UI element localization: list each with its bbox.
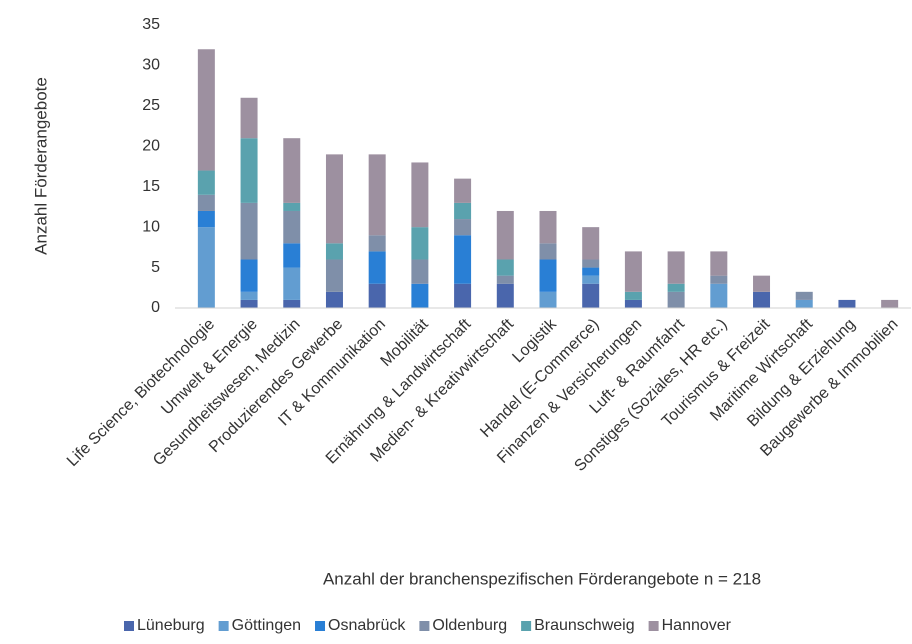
bar-segment xyxy=(283,299,301,308)
bar-segment xyxy=(582,283,600,308)
bar-segment xyxy=(667,291,685,308)
bar-segment xyxy=(240,97,258,139)
bar-segment xyxy=(411,283,429,308)
bar-segment xyxy=(240,291,258,300)
legend-label: Hannover xyxy=(662,617,732,634)
bar-segment xyxy=(496,283,514,308)
y-tick-label: 0 xyxy=(151,299,160,316)
bar-segment xyxy=(283,202,301,211)
bar-segment xyxy=(753,275,771,292)
legend-label: Osnabrück xyxy=(328,617,406,634)
bar-segment xyxy=(240,138,258,203)
bar-segment xyxy=(667,251,685,284)
bar-segment xyxy=(411,227,429,260)
legend-swatch xyxy=(315,621,326,631)
bar-segment xyxy=(197,227,215,308)
legend-swatch xyxy=(419,621,430,631)
bar-segment xyxy=(454,202,472,220)
bar-segment xyxy=(795,291,813,300)
legend-swatch xyxy=(521,621,532,631)
legend-swatch xyxy=(648,621,659,631)
bar-segment xyxy=(710,275,728,284)
bar-segment xyxy=(283,267,301,300)
bar-segment xyxy=(624,291,642,300)
bar-segment xyxy=(582,227,600,260)
bar-segment xyxy=(496,275,514,284)
legend-label: Braunschweig xyxy=(534,617,635,634)
bar-segment xyxy=(240,299,258,308)
bar-segment xyxy=(368,251,386,284)
y-tick-label: 25 xyxy=(142,97,160,114)
bar-segment xyxy=(283,210,301,244)
bar-segment xyxy=(582,275,600,284)
bar-segment xyxy=(325,154,343,244)
legend-label: Oldenburg xyxy=(432,617,507,634)
y-tick-label: 15 xyxy=(142,178,160,195)
bar-segment xyxy=(582,267,600,276)
bar-segment xyxy=(368,283,386,308)
bar-segment xyxy=(283,138,301,203)
bar-segment xyxy=(454,283,472,308)
y-tick-label: 30 xyxy=(142,57,160,74)
y-tick-label: 20 xyxy=(142,138,160,155)
bar-segment xyxy=(411,162,429,228)
bar-segment xyxy=(582,259,600,268)
bar-segment xyxy=(197,210,215,228)
y-tick-label: 10 xyxy=(142,218,160,235)
bar-segment xyxy=(539,243,557,260)
bar-segment xyxy=(838,299,856,308)
bar-segment xyxy=(283,243,301,268)
bar-segment xyxy=(795,299,813,308)
bar-segment xyxy=(368,154,386,236)
legend-swatch xyxy=(124,621,134,631)
bar-segment xyxy=(240,202,258,260)
x-axis-title: Anzahl der branchenspezifischen Förderan… xyxy=(323,569,761,588)
bar-segment xyxy=(325,259,343,292)
bar-segment xyxy=(624,251,642,292)
y-tick-label: 35 xyxy=(142,16,160,33)
legend-label: Lüneburg xyxy=(137,617,205,634)
bar-segment xyxy=(496,210,514,260)
bar-segment xyxy=(496,259,514,276)
bar-segment xyxy=(624,299,642,308)
bar-segment xyxy=(710,283,728,308)
y-tick-label: 5 xyxy=(151,259,160,276)
bar-segment xyxy=(539,259,557,292)
bar-segment xyxy=(411,259,429,284)
bar-segment xyxy=(539,291,557,308)
bar-segment xyxy=(667,283,685,292)
bar-segment xyxy=(753,291,771,308)
bar-segment xyxy=(368,235,386,252)
bar-segment xyxy=(197,49,215,171)
legend-swatch xyxy=(218,621,229,631)
bar-segment xyxy=(454,235,472,284)
bar-segment xyxy=(539,210,557,244)
legend-label: Göttingen xyxy=(232,617,301,634)
bar-segment xyxy=(710,251,728,276)
y-axis-title: Anzahl Förderangebote xyxy=(31,77,50,255)
bar-segment xyxy=(325,291,343,308)
bar-segment xyxy=(454,178,472,203)
bar-segment xyxy=(197,194,215,211)
bar-segment xyxy=(197,170,215,195)
bar-segment xyxy=(240,259,258,292)
bar-segment xyxy=(325,243,343,260)
bar-segment xyxy=(881,299,899,308)
bar-segment xyxy=(454,219,472,236)
